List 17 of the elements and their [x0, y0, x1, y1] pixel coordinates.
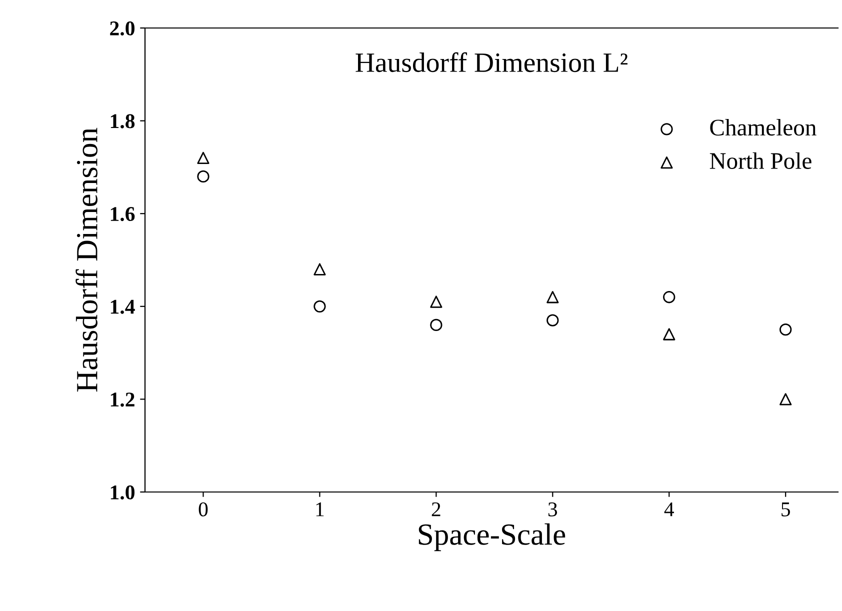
- y-tick-label: 1.2: [110, 392, 134, 407]
- y-tick-label: 1.0: [110, 485, 134, 500]
- x-tick-label: 4: [664, 502, 674, 516]
- x-tick-label: 5: [782, 502, 790, 516]
- x-tick-label: 3: [548, 502, 558, 516]
- x-axis-title: Space-Scale: [418, 523, 566, 552]
- y-tick-label: 1.8: [110, 114, 135, 128]
- x-tick-label: 1: [316, 502, 324, 516]
- legend-label: Chameleon: [710, 118, 816, 136]
- x-tick-label: 0: [198, 502, 208, 516]
- y-axis-title: Hausdorff Dimension: [76, 128, 98, 392]
- legend-label: North Pole: [710, 152, 812, 169]
- text: Hausdorff Dimension L²: [356, 52, 628, 72]
- y-tick-label: 1.4: [110, 300, 135, 314]
- y-tick-label: 2.0: [110, 21, 134, 36]
- x-tick-label: 2: [432, 502, 440, 516]
- y-tick-label: 1.6: [110, 207, 135, 222]
